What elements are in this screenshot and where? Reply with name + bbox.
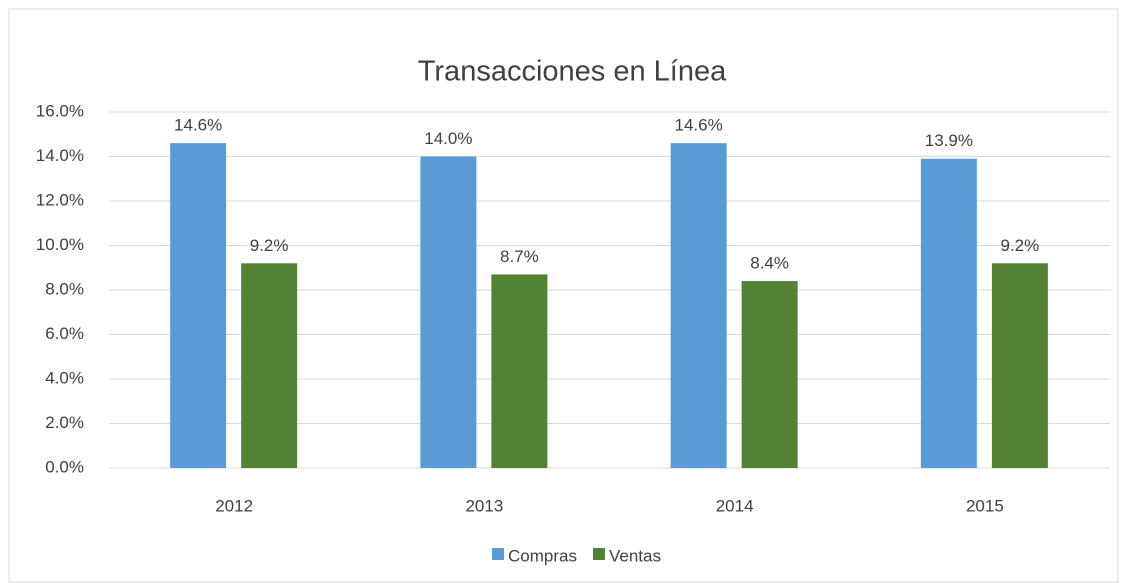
data-label: 8.7% [500,247,539,266]
y-tick-label: 12.0% [36,190,84,209]
bar [420,156,477,468]
bar [491,274,548,468]
bar [991,263,1048,468]
x-tick-label: 2012 [215,496,253,515]
data-label: 14.6% [675,116,723,135]
data-label: 9.2% [250,236,289,255]
legend-label: Compras [508,546,577,565]
y-tick-label: 14.0% [36,146,84,165]
legend-swatch [492,548,504,560]
legend-swatch [592,548,605,560]
x-tick-label: 2014 [716,496,754,515]
chart-title: Transacciones en Línea [418,56,727,88]
x-tick-label: 2013 [465,496,503,515]
bar [241,263,298,468]
data-label: 9.2% [1001,236,1040,255]
y-tick-label: 0.0% [45,457,84,476]
bar [920,158,977,468]
data-label: 13.9% [925,131,973,150]
x-tick-label: 2015 [966,496,1004,515]
data-label: 14.6% [174,116,222,135]
y-tick-label: 16.0% [36,101,84,120]
bar [670,143,727,468]
y-tick-label: 8.0% [45,279,84,298]
data-label: 8.4% [750,254,789,273]
y-tick-label: 6.0% [45,324,84,343]
legend-label: Ventas [609,546,661,565]
bar [170,143,227,468]
y-tick-label: 2.0% [45,413,84,432]
data-label: 14.0% [424,129,472,148]
bar [741,281,798,468]
y-tick-label: 10.0% [36,235,84,254]
y-tick-label: 4.0% [45,368,84,387]
